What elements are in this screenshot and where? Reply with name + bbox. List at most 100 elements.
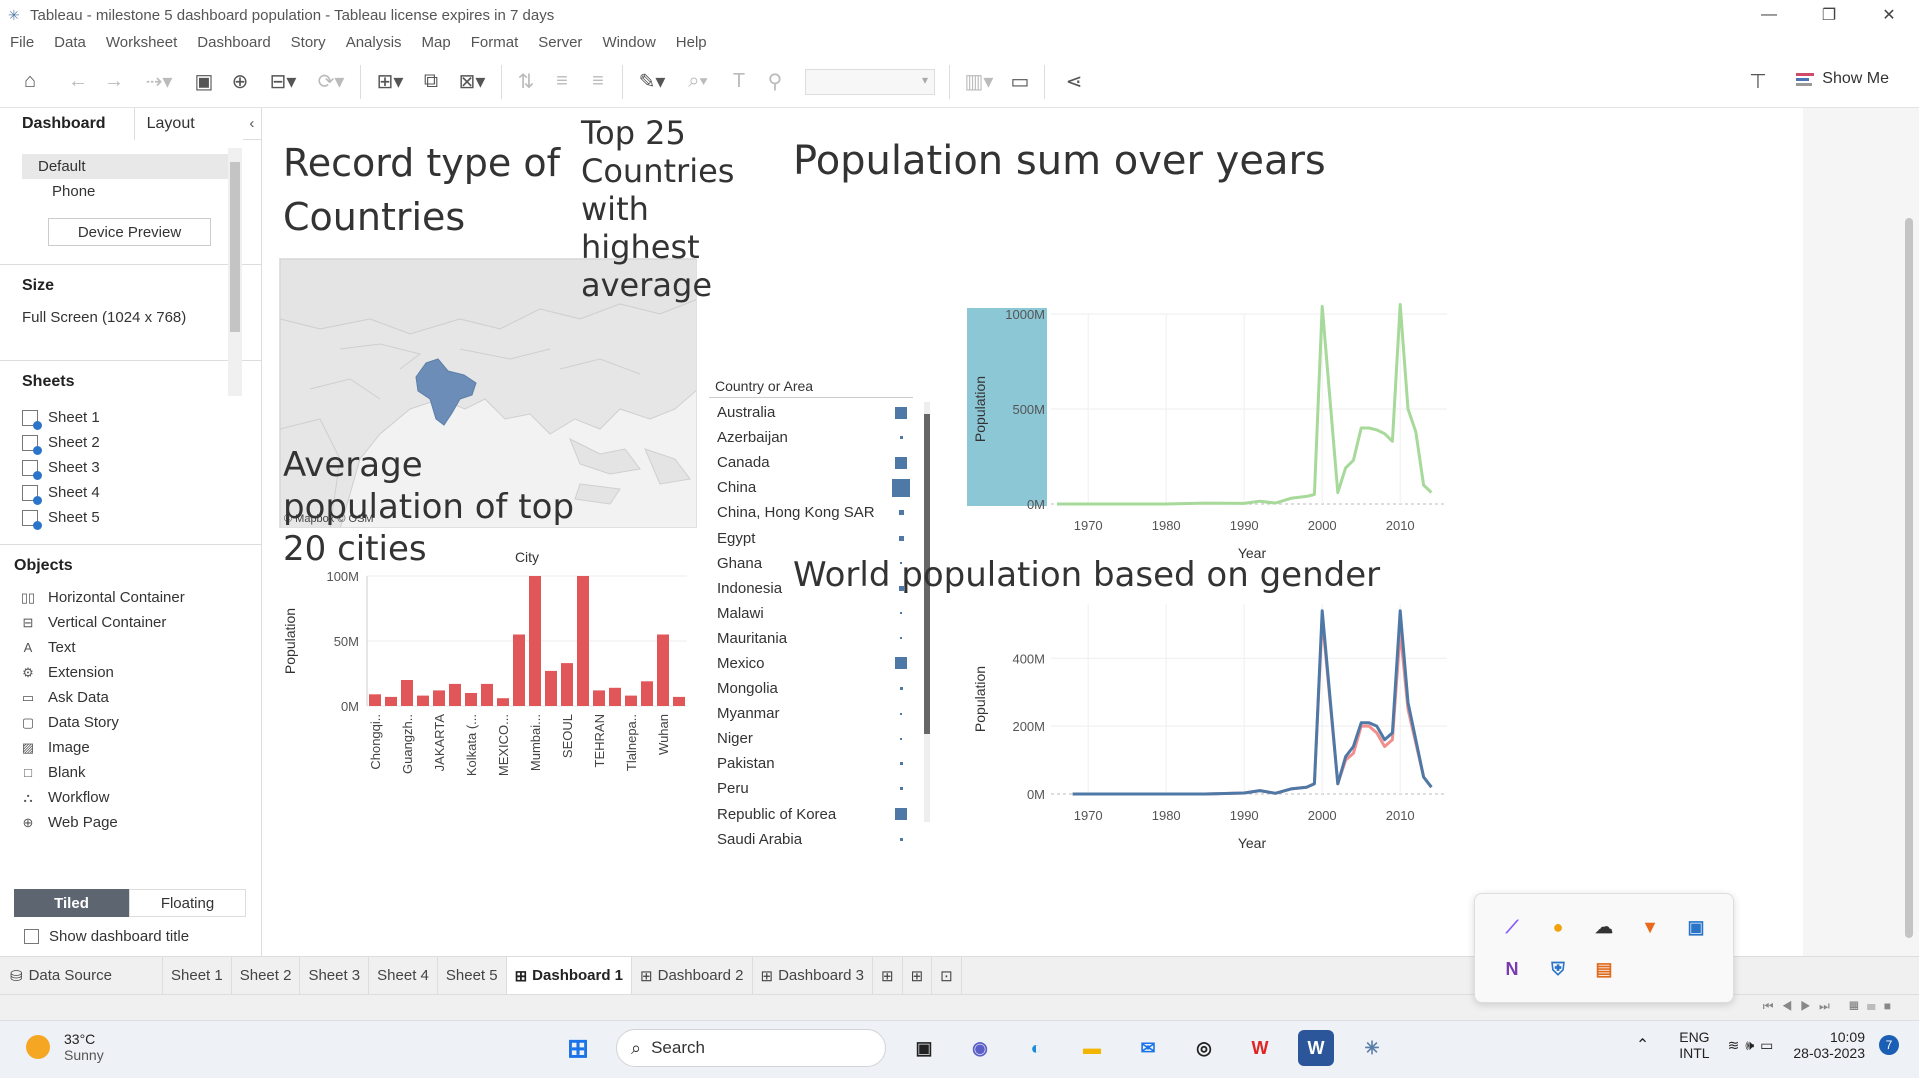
menu-server[interactable]: Server bbox=[538, 33, 583, 51]
remote-icon[interactable]: ▣ bbox=[1687, 916, 1705, 937]
legend-row[interactable]: Republic of Korea bbox=[709, 802, 911, 827]
swap-icon[interactable]: ⇅ bbox=[517, 71, 535, 93]
legend-row[interactable]: Niger bbox=[709, 726, 911, 751]
object-blank[interactable]: □ Blank bbox=[20, 760, 261, 785]
floating-button[interactable]: Floating bbox=[129, 889, 246, 917]
presentation-icon[interactable]: ▭ bbox=[1010, 71, 1030, 93]
menu-map[interactable]: Map bbox=[421, 33, 451, 51]
new-dashboard-tab-icon[interactable]: ⊞ bbox=[903, 956, 933, 995]
pen-icon[interactable]: ⟋ bbox=[1505, 916, 1519, 937]
sort-desc-icon[interactable]: ≡ bbox=[592, 70, 604, 92]
onenote-icon[interactable]: N bbox=[1505, 958, 1519, 979]
show-me-button[interactable]: Show Me bbox=[1796, 70, 1889, 88]
city-bar[interactable] bbox=[401, 680, 413, 706]
chevron-up-icon[interactable]: ⌃ bbox=[1635, 1037, 1650, 1054]
city-bar[interactable] bbox=[577, 576, 589, 706]
gender-population-chart[interactable]: Population 0M 200M 400M 1970 1980 1990 2000 2010… bbox=[967, 598, 1467, 928]
city-bar[interactable] bbox=[673, 696, 685, 706]
legend-row[interactable]: Malawi bbox=[709, 601, 911, 626]
taskbar-search[interactable]: ⌕ Search bbox=[616, 1029, 886, 1067]
sheet-list-item[interactable]: Sheet 2 bbox=[22, 430, 261, 455]
city-bar[interactable] bbox=[593, 690, 605, 706]
format-painter-icon[interactable]: ⊤ bbox=[1749, 71, 1767, 93]
teams-icon[interactable]: ◉ bbox=[972, 1037, 988, 1058]
redo-icon[interactable]: → bbox=[104, 70, 124, 92]
series-line[interactable] bbox=[1072, 609, 1433, 796]
series-line[interactable] bbox=[1057, 303, 1433, 506]
city-bar[interactable] bbox=[529, 576, 541, 706]
weather-widget[interactable]: 33°C Sunny bbox=[26, 1031, 104, 1063]
tab-dashboard[interactable]: ⊞ Dashboard 1 bbox=[506, 956, 633, 995]
menu-file[interactable]: File bbox=[10, 33, 35, 51]
show-cards-icon[interactable]: ▥▾ bbox=[964, 71, 994, 93]
legend-row[interactable]: China, Hong Kong SAR bbox=[709, 500, 911, 525]
canvas-scrollbar[interactable] bbox=[1905, 218, 1913, 938]
tableau-taskbar-icon[interactable]: ✳ bbox=[1364, 1037, 1380, 1058]
city-bar[interactable] bbox=[657, 634, 669, 707]
object-extension[interactable]: ⚙ Extension bbox=[20, 660, 261, 685]
refresh-icon[interactable]: ⟳▾ bbox=[317, 71, 345, 93]
object-text[interactable]: A Text bbox=[20, 635, 261, 660]
word-icon[interactable]: W bbox=[1298, 1030, 1334, 1066]
new-data-source-icon[interactable]: ⊕ bbox=[231, 71, 249, 93]
menu-help[interactable]: Help bbox=[675, 33, 707, 51]
object-horizontal-container[interactable]: ▯▯ Horizontal Container bbox=[20, 589, 185, 606]
object-ask-data[interactable]: ▭ Ask Data bbox=[21, 689, 109, 706]
legend-row[interactable]: Australia bbox=[709, 400, 911, 425]
cities-bar-chart[interactable]: City Population 0M 50M 100M Chongqi.. Guangzh.… bbox=[275, 548, 695, 788]
city-bar[interactable] bbox=[561, 663, 573, 706]
file-explorer-icon[interactable]: ▬ bbox=[1083, 1037, 1101, 1058]
tab-data-source[interactable]: ⛁ Data Source bbox=[0, 956, 163, 995]
legend-row[interactable]: Mexico bbox=[709, 651, 911, 676]
undo-icon[interactable]: ← bbox=[68, 70, 88, 92]
city-bar[interactable] bbox=[369, 694, 381, 706]
city-bar[interactable] bbox=[433, 690, 445, 706]
collapse-panel-icon[interactable]: ‹ bbox=[249, 115, 255, 132]
sheet-list-item[interactable]: Sheet 1 bbox=[22, 405, 261, 430]
share-icon[interactable]: ⋖ bbox=[1065, 71, 1083, 93]
objects-scrollbar[interactable] bbox=[228, 148, 242, 396]
tab-dashboard[interactable]: ⊞ Dashboard 3 bbox=[753, 956, 873, 995]
city-bar[interactable] bbox=[385, 696, 397, 706]
city-bar[interactable] bbox=[481, 683, 493, 706]
series-line[interactable] bbox=[1072, 616, 1433, 796]
cloud-icon[interactable]: ☁ bbox=[1595, 916, 1613, 937]
menu-worksheet[interactable]: Worksheet bbox=[105, 33, 178, 51]
wifi-icon[interactable]: ≋ bbox=[1727, 1036, 1740, 1053]
windows-start-icon[interactable]: ⊞ bbox=[567, 1032, 589, 1063]
city-bar[interactable] bbox=[417, 695, 429, 706]
legend-row[interactable]: China bbox=[709, 475, 911, 500]
object-web-page[interactable]: ⊕ Web Page bbox=[20, 810, 261, 835]
defender-icon[interactable]: ⛨ bbox=[1551, 958, 1565, 979]
view-controls[interactable]: ⏮◀▶⏭ ▦☰■ bbox=[1762, 999, 1899, 1013]
object-vertical-container[interactable]: ⊟ Vertical Container bbox=[20, 610, 261, 635]
tab-layout[interactable]: Layout bbox=[133, 108, 243, 140]
legend-row[interactable]: Pakistan bbox=[709, 751, 911, 776]
object-image[interactable]: ▨ Image bbox=[21, 739, 90, 756]
city-bar[interactable] bbox=[641, 681, 653, 706]
fit-dropdown[interactable] bbox=[805, 68, 935, 95]
duplicate-icon[interactable]: ⧉ bbox=[423, 70, 439, 92]
city-bar[interactable] bbox=[609, 687, 621, 706]
city-bar[interactable] bbox=[449, 683, 461, 706]
group-icon[interactable]: ⌕▾ bbox=[688, 70, 708, 92]
clock[interactable]: 10:09 28-03-2023 bbox=[1793, 1029, 1865, 1061]
clear-sheet-icon[interactable]: ⊠▾ bbox=[458, 71, 486, 93]
legend-row[interactable]: Peru bbox=[709, 776, 911, 801]
volume-icon[interactable]: 🕪 bbox=[1745, 1036, 1755, 1053]
highlight-icon[interactable]: ✎▾ bbox=[638, 71, 666, 93]
object-data-story[interactable]: ▢ Data Story bbox=[21, 714, 119, 731]
dell-icon[interactable]: ◎ bbox=[1196, 1037, 1212, 1058]
wps-office-icon[interactable]: W bbox=[1251, 1037, 1269, 1058]
tab-sheet[interactable]: Sheet 3 bbox=[300, 956, 370, 995]
city-bar[interactable] bbox=[513, 634, 525, 707]
sheet-list-item[interactable]: Sheet 4 bbox=[22, 480, 261, 505]
sheet-list-item[interactable]: Sheet 5 bbox=[22, 505, 261, 530]
city-bar[interactable] bbox=[625, 695, 637, 706]
pin-icon[interactable]: ⚲ bbox=[767, 71, 783, 93]
city-bar[interactable] bbox=[497, 698, 509, 706]
restore-button[interactable]: ❐ bbox=[1821, 7, 1837, 24]
sort-asc-icon[interactable]: ≡ bbox=[556, 70, 568, 92]
show-title-checkbox[interactable]: Show dashboard title bbox=[24, 928, 189, 945]
device-preview-button[interactable]: Device Preview bbox=[48, 218, 211, 246]
